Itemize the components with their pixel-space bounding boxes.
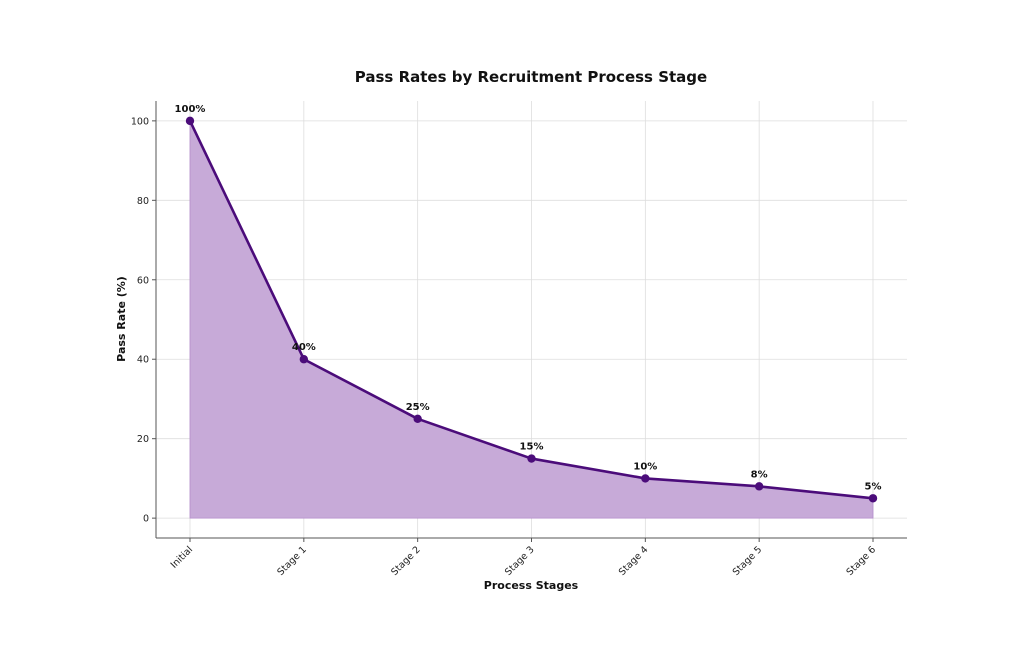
y-axis-label: Pass Rate (%) bbox=[115, 276, 128, 362]
data-label-2: 25% bbox=[406, 402, 430, 413]
x-tick-label-0: Initial bbox=[169, 544, 195, 570]
y-tick-label-3: 60 bbox=[137, 275, 149, 286]
y-tick-label-2: 40 bbox=[137, 355, 149, 366]
x-tick-label-5: Stage 5 bbox=[731, 544, 765, 578]
data-label-0: 100% bbox=[175, 104, 206, 115]
data-point-stage-3 bbox=[527, 454, 536, 463]
chart-title: Pass Rates by Recruitment Process Stage bbox=[355, 68, 707, 86]
data-label-4: 10% bbox=[633, 461, 657, 472]
x-tick-label-4: Stage 4 bbox=[617, 544, 651, 578]
markers-layer bbox=[185, 116, 878, 503]
data-label-5: 8% bbox=[751, 469, 768, 480]
x-tick-label-1: Stage 1 bbox=[275, 544, 309, 578]
y-tick-label-4: 80 bbox=[137, 196, 149, 207]
x-tick-label-3: Stage 3 bbox=[503, 544, 537, 578]
data-point-initial bbox=[185, 116, 195, 126]
data-label-3: 15% bbox=[520, 442, 544, 453]
data-label-6: 5% bbox=[865, 481, 882, 492]
x-tick-label-6: Stage 6 bbox=[845, 544, 879, 578]
data-point-stage-5 bbox=[754, 482, 764, 491]
x-tick-label-2: Stage 2 bbox=[389, 544, 423, 578]
data-point-stage-1 bbox=[299, 355, 309, 364]
data-point-stage-6 bbox=[868, 494, 878, 503]
y-tick-label-0: 0 bbox=[143, 514, 149, 525]
y-tick-label-1: 20 bbox=[137, 434, 149, 445]
data-labels-layer: 100% 40% 25% 15% 10% 8% 5% bbox=[175, 104, 882, 492]
data-point-stage-2 bbox=[413, 414, 422, 424]
data-label-1: 40% bbox=[292, 342, 316, 353]
data-point-stage-4 bbox=[641, 474, 650, 483]
y-tick-label-5: 100 bbox=[131, 116, 149, 127]
x-axis-label: Process Stages bbox=[484, 579, 579, 592]
